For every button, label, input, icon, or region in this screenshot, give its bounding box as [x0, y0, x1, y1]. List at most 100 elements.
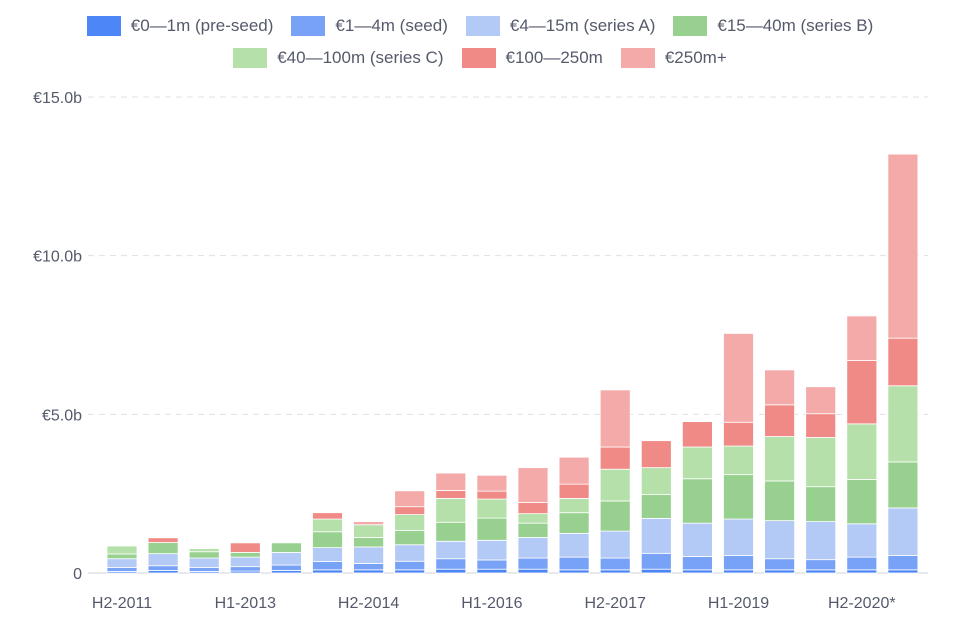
- y-tick-label: €10.0b: [33, 249, 82, 266]
- legend-label: €40—100m (series C): [277, 48, 444, 67]
- bar-segment: [312, 518, 343, 533]
- bar-segment: [805, 521, 837, 561]
- bar-segment: [188, 567, 220, 572]
- bar-segment: [682, 421, 713, 448]
- bar-segment: [476, 490, 508, 500]
- x-tick-label: H1-2019: [708, 595, 769, 612]
- legend-label: €1—4m (seed): [335, 16, 448, 35]
- bar-segment: [394, 560, 426, 571]
- bar-segment: [394, 544, 426, 562]
- bar-segment: [846, 556, 878, 571]
- bar-segment: [846, 523, 878, 558]
- legend-item: €0—1m (pre-seed): [86, 16, 274, 36]
- legend-swatch: [291, 16, 326, 36]
- legend-swatch: [465, 16, 500, 36]
- bar-segment: [640, 440, 672, 469]
- legend-item: €100—250m: [461, 48, 603, 68]
- legend-label: €15—40m (series B): [717, 16, 874, 35]
- bar-segment: [353, 546, 385, 564]
- bar-segment: [517, 522, 549, 538]
- bar-segment: [887, 507, 919, 556]
- legend-item: €4—15m (series A): [465, 16, 656, 36]
- bar-segment: [312, 547, 343, 562]
- legend-label: €0—1m (pre-seed): [130, 16, 274, 35]
- bar-segment: [558, 569, 590, 574]
- bar-segment: [599, 500, 631, 532]
- x-tick-label: H1-2013: [215, 595, 276, 612]
- bar-segment: [682, 556, 713, 571]
- bar-segment: [435, 540, 467, 560]
- bar-segment: [599, 446, 631, 470]
- bar-segment: [270, 542, 302, 553]
- y-tick-label: €15.0b: [33, 90, 82, 107]
- bar-segment: [229, 566, 261, 572]
- bar-segment: [599, 569, 631, 574]
- bar-segment: [517, 502, 549, 515]
- bar-segment: [476, 559, 508, 570]
- y-tick-label: €5.0b: [42, 407, 82, 424]
- bar-segment: [394, 490, 426, 508]
- legend-row: €0—1m (pre-seed) €1—4m (seed) €4—15m (seri…: [0, 16, 960, 36]
- legend-swatch: [673, 16, 708, 36]
- bar-segment: [435, 490, 467, 499]
- bar-segment: [558, 512, 590, 534]
- bar-segment: [846, 315, 878, 361]
- bar-segment: [682, 478, 713, 524]
- bar-segment: [805, 386, 837, 415]
- bar-segment: [805, 486, 837, 522]
- legend-label: €250m+: [664, 48, 727, 67]
- bar-segment: [312, 569, 343, 574]
- legend-item: €40—100m (series C): [233, 48, 444, 68]
- bar-segment: [394, 514, 426, 531]
- bar-segment: [394, 530, 426, 546]
- x-tick-label: H1-2016: [461, 595, 522, 612]
- bar-segment: [147, 542, 179, 555]
- bar-segment: [353, 537, 385, 548]
- bar-segment: [558, 556, 590, 571]
- bar-segment: [764, 569, 795, 574]
- legend-item: €250m+: [620, 48, 727, 68]
- bar-segment: [887, 569, 919, 574]
- bar-segment: [764, 404, 795, 437]
- bar-segment: [147, 537, 179, 543]
- bar-segment: [106, 558, 138, 569]
- bar-segment: [599, 389, 631, 448]
- bar-segment: [846, 478, 878, 525]
- legend-swatch: [233, 48, 268, 68]
- bar-segment: [312, 512, 343, 520]
- bar-segment: [476, 498, 508, 519]
- bar-segment: [640, 494, 672, 519]
- bar-segment: [435, 558, 467, 570]
- bar-segment: [805, 559, 837, 571]
- bar-segment: [682, 522, 713, 557]
- bar-segment: [353, 569, 385, 574]
- bar-segment: [723, 333, 754, 423]
- bar-segment: [640, 518, 672, 554]
- legend-swatch: [620, 48, 655, 68]
- bar-segment: [476, 474, 508, 492]
- legend-label: €4—15m (series A): [509, 16, 656, 35]
- bar-segment: [229, 556, 261, 568]
- bar-segment: [229, 551, 261, 558]
- bar-segment: [353, 524, 385, 538]
- bar-segment: [435, 521, 467, 542]
- bar-segment: [188, 551, 220, 559]
- bar-segment: [764, 480, 795, 522]
- bar-segment: [229, 542, 261, 553]
- bar-segment: [517, 568, 549, 574]
- bar-segment: [270, 551, 302, 566]
- bar-segment: [640, 568, 672, 574]
- x-tick-label: H2-2017: [585, 595, 646, 612]
- bar-segment: [682, 446, 713, 480]
- bar-segment: [270, 564, 302, 571]
- bar-segment: [805, 569, 837, 574]
- bar-segment: [640, 467, 672, 496]
- bar-segment: [764, 520, 795, 560]
- bar-segment: [887, 555, 919, 571]
- bar-segment: [723, 569, 754, 574]
- bar-segment: [723, 474, 754, 520]
- bar-segment: [517, 513, 549, 524]
- bar-segment: [558, 456, 590, 485]
- bar-segment: [599, 468, 631, 502]
- y-tick-label: 0: [73, 566, 82, 583]
